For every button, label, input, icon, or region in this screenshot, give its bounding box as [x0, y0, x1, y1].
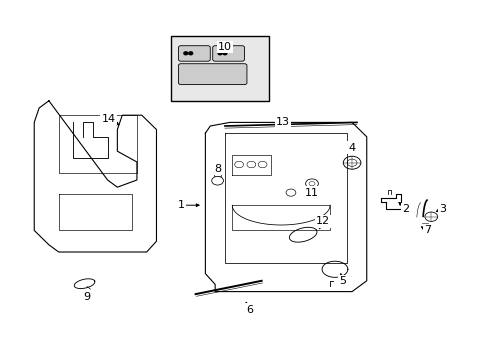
Text: 10: 10 [218, 42, 231, 52]
FancyBboxPatch shape [212, 46, 244, 61]
Circle shape [183, 52, 187, 55]
Text: 2: 2 [402, 204, 408, 214]
Circle shape [188, 52, 192, 55]
Text: 7: 7 [424, 225, 430, 235]
FancyBboxPatch shape [178, 46, 210, 61]
Bar [171, 36, 268, 101]
Text: 11: 11 [305, 188, 318, 198]
Text: 8: 8 [214, 164, 221, 174]
Bar [214, 174, 221, 176]
Text: 3: 3 [438, 204, 445, 214]
Text: 1: 1 [177, 200, 184, 210]
Text: 14: 14 [102, 114, 115, 124]
Text: 12: 12 [315, 216, 329, 226]
Circle shape [218, 52, 222, 55]
Text: 6: 6 [245, 305, 252, 315]
FancyBboxPatch shape [178, 64, 246, 85]
Text: 13: 13 [275, 117, 289, 127]
Text: 5: 5 [338, 276, 345, 286]
Text: 9: 9 [83, 292, 90, 302]
Circle shape [223, 52, 226, 55]
Text: 4: 4 [348, 143, 355, 153]
